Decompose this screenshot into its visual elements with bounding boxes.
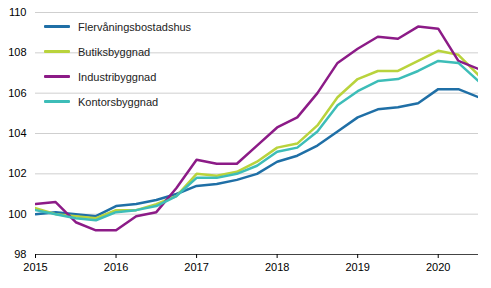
svg-text:2018: 2018 — [265, 261, 289, 273]
svg-text:2019: 2019 — [345, 261, 369, 273]
svg-text:2017: 2017 — [184, 261, 208, 273]
svg-text:108: 108 — [8, 46, 26, 58]
svg-text:106: 106 — [8, 87, 26, 99]
svg-text:100: 100 — [8, 208, 26, 220]
html-text:Industribyggnad: Industribyggnad — [78, 70, 157, 83]
html-text:Flervåningsbostadshus: Flervåningsbostadshus — [78, 20, 192, 33]
svg-text:2016: 2016 — [104, 261, 128, 273]
html-text:Butiksbyggnad: Butiksbyggnad — [78, 45, 151, 58]
svg-text:110: 110 — [9, 6, 27, 18]
svg-text:2020: 2020 — [426, 261, 450, 273]
svg-text:104: 104 — [8, 127, 26, 139]
html-text:Kontorsbyggnad: Kontorsbyggnad — [78, 95, 159, 108]
svg-text:98: 98 — [14, 248, 26, 260]
svg-text:102: 102 — [8, 167, 26, 179]
svg-text:2015: 2015 — [23, 261, 47, 273]
